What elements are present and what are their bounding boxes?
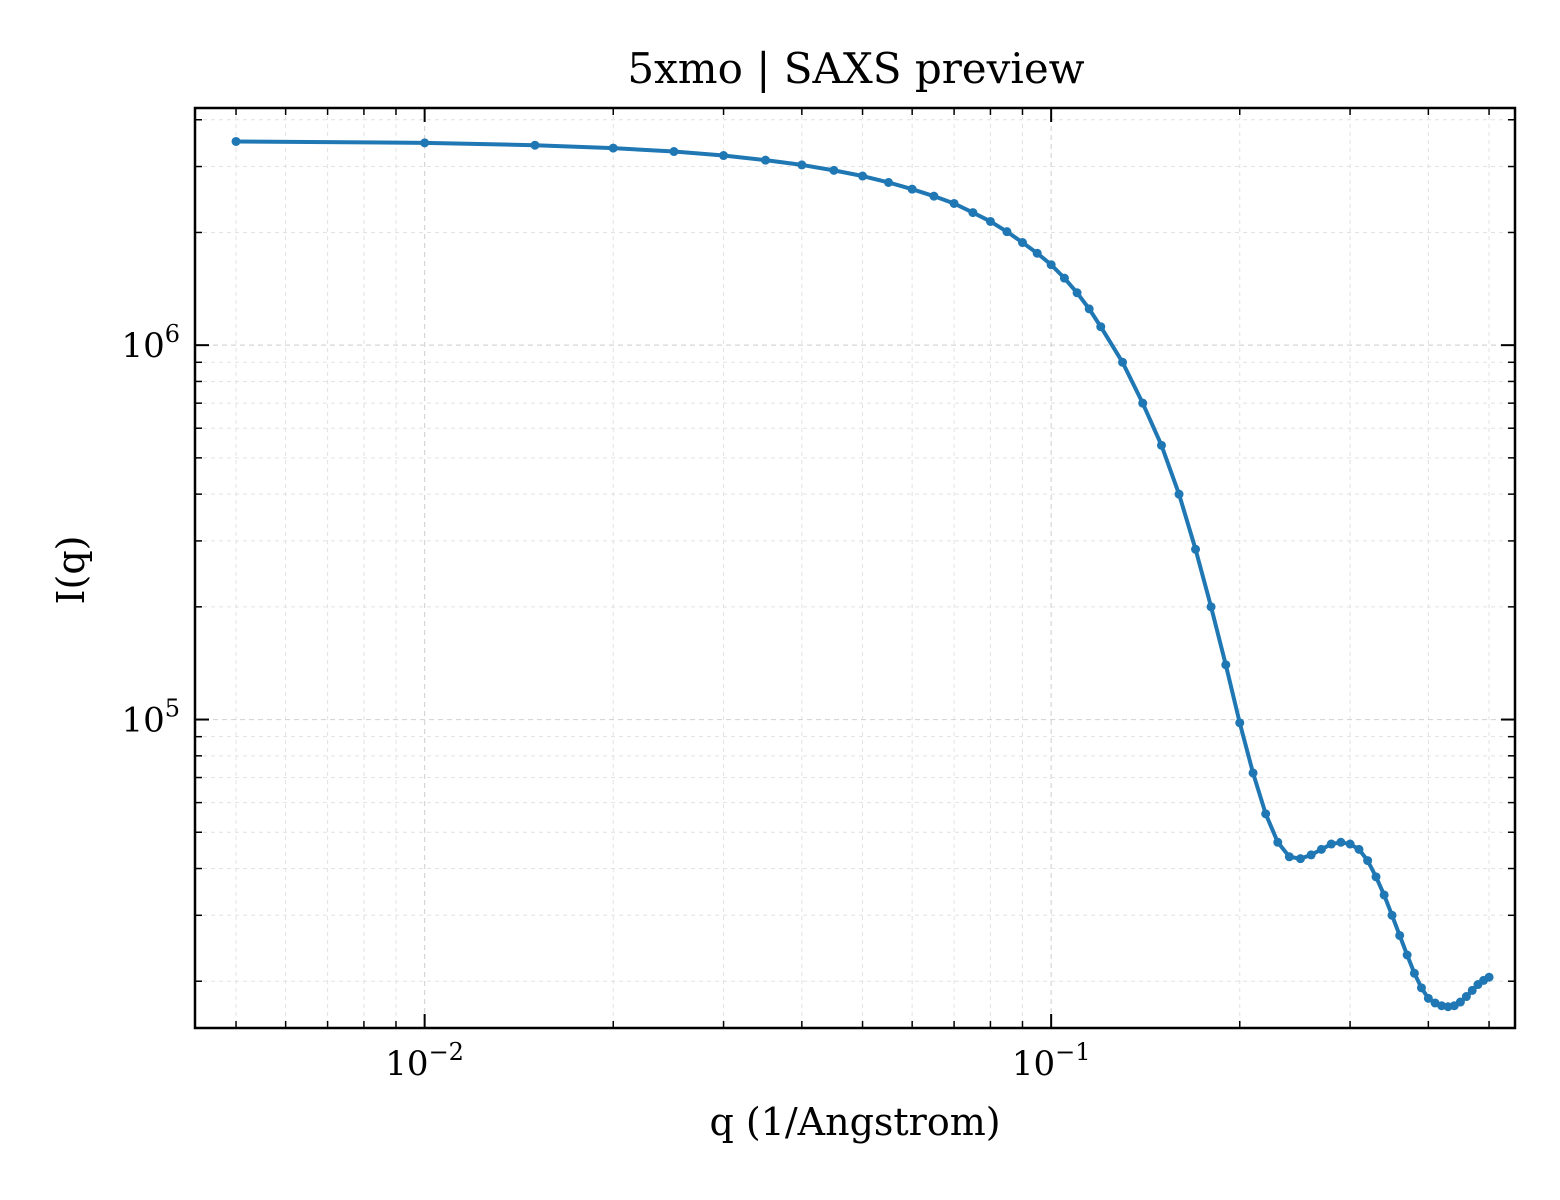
data-point: [1316, 844, 1326, 854]
data-point: [1273, 837, 1283, 847]
data-point: [1345, 839, 1355, 849]
data-point: [907, 184, 917, 194]
data-point: [1379, 890, 1389, 900]
data-point: [829, 165, 839, 175]
data-point: [1017, 238, 1027, 248]
data-point: [1306, 850, 1316, 860]
data-point: [530, 140, 540, 150]
data-point: [1295, 854, 1305, 864]
data-point: [949, 198, 959, 208]
data-point: [1191, 544, 1201, 554]
data-point: [1484, 972, 1494, 982]
data-point: [1084, 304, 1094, 314]
data-point: [761, 155, 770, 165]
data-point: [1423, 993, 1433, 1003]
data-point: [1059, 273, 1069, 283]
data-point: [1138, 398, 1148, 408]
data-point: [719, 151, 729, 161]
data-point: [1402, 950, 1412, 960]
data-point: [1261, 809, 1271, 819]
data-point: [1156, 440, 1166, 450]
data-point: [883, 177, 893, 187]
data-point: [1336, 837, 1346, 847]
data-point: [1416, 983, 1426, 993]
y-axis-label: I(q): [49, 536, 93, 605]
data-point: [1174, 489, 1184, 499]
data-point: [985, 216, 995, 226]
data-point: [1284, 852, 1294, 862]
data-point: [1002, 227, 1012, 237]
data-point: [1363, 856, 1373, 866]
data-point: [1395, 930, 1405, 940]
data-point: [1248, 768, 1258, 778]
y-tick-label: 106: [121, 320, 180, 366]
data-series-layer: [231, 136, 1494, 1012]
data-point: [1354, 844, 1364, 854]
data-point: [1409, 968, 1419, 978]
data-point: [608, 143, 618, 153]
plot-frame: [193, 106, 1517, 1030]
data-point: [1206, 602, 1216, 612]
x-axis-label: q (1/Angstrom): [709, 1100, 1000, 1144]
data-point: [1118, 357, 1128, 367]
data-point: [1221, 660, 1231, 670]
data-point: [1096, 322, 1106, 332]
data-point: [929, 191, 939, 201]
data-point: [968, 208, 978, 218]
axis-ticks: 10−2 10−1 105 106: [121, 108, 1515, 1084]
data-point: [1032, 248, 1042, 258]
data-point: [420, 138, 430, 148]
data-point: [231, 136, 241, 146]
data-point: [1326, 839, 1336, 849]
chart-title: 5xmo | SAXS preview: [627, 44, 1084, 93]
data-point: [858, 171, 868, 181]
data-point: [1072, 288, 1082, 298]
data-point: [1371, 872, 1381, 882]
data-point: [1235, 718, 1245, 728]
data-point: [1455, 997, 1465, 1007]
data-point: [669, 147, 679, 157]
data-point: [1387, 910, 1397, 920]
data-point: [1461, 992, 1471, 1002]
data-point: [1046, 260, 1056, 270]
grid-lines: [195, 108, 1515, 1028]
data-point: [797, 160, 807, 170]
y-tick-label: 105: [121, 695, 180, 741]
x-tick-label: 10−2: [385, 1038, 464, 1084]
x-tick-label: 10−1: [1012, 1038, 1091, 1084]
data-point: [1467, 985, 1477, 995]
